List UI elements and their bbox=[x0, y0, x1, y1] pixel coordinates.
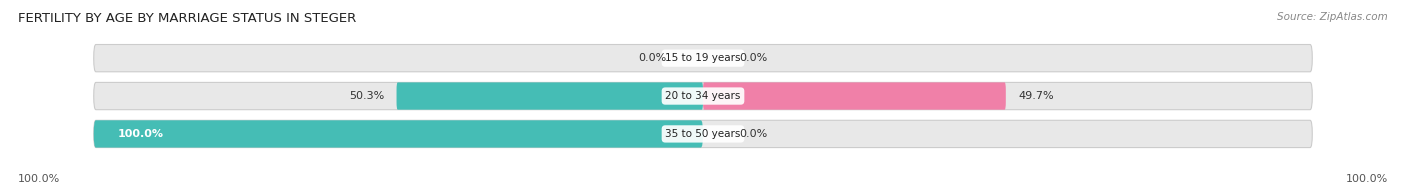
Text: 50.3%: 50.3% bbox=[349, 91, 384, 101]
FancyBboxPatch shape bbox=[396, 82, 703, 110]
FancyBboxPatch shape bbox=[94, 82, 1312, 110]
Text: 100.0%: 100.0% bbox=[118, 129, 165, 139]
Text: 0.0%: 0.0% bbox=[740, 129, 768, 139]
Text: 100.0%: 100.0% bbox=[1346, 174, 1388, 184]
Text: 49.7%: 49.7% bbox=[1018, 91, 1053, 101]
FancyBboxPatch shape bbox=[703, 82, 1005, 110]
Text: 20 to 34 years: 20 to 34 years bbox=[665, 91, 741, 101]
Text: 15 to 19 years: 15 to 19 years bbox=[665, 53, 741, 63]
FancyBboxPatch shape bbox=[94, 120, 1312, 148]
FancyBboxPatch shape bbox=[94, 120, 703, 148]
FancyBboxPatch shape bbox=[94, 44, 1312, 72]
Text: FERTILITY BY AGE BY MARRIAGE STATUS IN STEGER: FERTILITY BY AGE BY MARRIAGE STATUS IN S… bbox=[18, 12, 357, 25]
Text: 0.0%: 0.0% bbox=[740, 53, 768, 63]
Text: 35 to 50 years: 35 to 50 years bbox=[665, 129, 741, 139]
Text: Source: ZipAtlas.com: Source: ZipAtlas.com bbox=[1277, 12, 1388, 22]
Text: 100.0%: 100.0% bbox=[18, 174, 60, 184]
Text: 0.0%: 0.0% bbox=[638, 53, 666, 63]
